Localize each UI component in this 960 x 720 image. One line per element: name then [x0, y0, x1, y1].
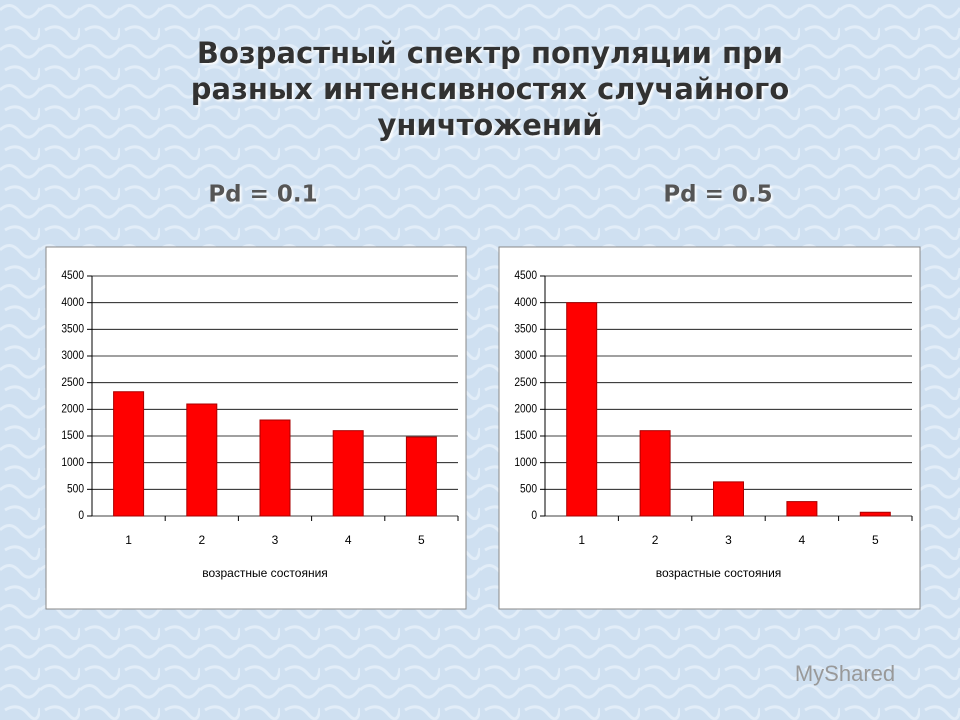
x-tick-label: 4 — [345, 533, 352, 547]
x-tick-label: 4 — [799, 533, 806, 547]
x-tick-label: 2 — [652, 533, 659, 547]
chart-title: Pd = 0.5 — [663, 182, 772, 208]
bar — [713, 481, 744, 517]
y-tick-label: 2500 — [514, 376, 537, 389]
y-tick-label: 3000 — [514, 349, 537, 362]
y-tick-label: 4500 — [514, 269, 537, 282]
y-tick-label: 4000 — [61, 296, 84, 309]
y-tick-label: 0 — [531, 509, 537, 522]
x-tick-label: 1 — [578, 533, 585, 547]
bar — [859, 511, 891, 517]
y-tick-label: 2500 — [61, 376, 84, 389]
x-tick-label: 5 — [418, 533, 425, 547]
chart-frame — [45, 246, 467, 610]
chart-title: Pd = 0.1 — [208, 182, 317, 208]
bar — [405, 436, 437, 517]
y-tick-label: 500 — [520, 483, 537, 496]
y-tick-label: 2000 — [61, 403, 84, 416]
x-axis-label: возрастные состояния — [202, 566, 328, 580]
x-tick-label: 3 — [725, 533, 732, 547]
slide-title: разных интенсивностях случайного — [191, 72, 790, 106]
bar — [786, 501, 818, 517]
slide-title: Возрастный спектр популяции при — [197, 36, 783, 70]
y-tick-label: 1500 — [61, 429, 84, 442]
x-tick-label: 5 — [872, 533, 879, 547]
x-tick-label: 1 — [125, 533, 132, 547]
bar — [332, 430, 364, 517]
y-tick-label: 3000 — [61, 349, 84, 362]
y-tick-label: 500 — [67, 483, 84, 496]
y-tick-label: 1500 — [514, 429, 537, 442]
x-tick-label: 2 — [198, 533, 205, 547]
x-axis-label: возрастные состояния — [656, 566, 782, 580]
y-tick-label: 2000 — [514, 403, 537, 416]
bar — [186, 403, 218, 517]
y-tick-label: 1000 — [514, 456, 537, 469]
slide-title: уничтожений — [377, 108, 602, 142]
y-tick-label: 3500 — [61, 323, 84, 336]
y-tick-label: 4500 — [61, 269, 84, 282]
y-tick-label: 4000 — [514, 296, 537, 309]
y-tick-label: 0 — [78, 509, 84, 522]
watermark: MyShared — [795, 661, 895, 686]
bar — [259, 419, 291, 517]
bar — [566, 302, 598, 517]
bar — [639, 430, 671, 517]
y-tick-label: 3500 — [514, 323, 537, 336]
bar — [113, 391, 145, 517]
chart-frame — [498, 246, 921, 610]
y-tick-label: 1000 — [61, 456, 84, 469]
x-tick-label: 3 — [272, 533, 279, 547]
